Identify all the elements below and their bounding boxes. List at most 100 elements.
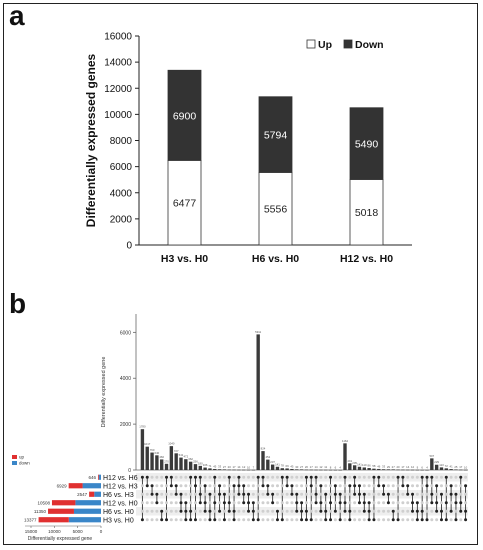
intersection-bar-47 [367, 468, 371, 470]
matrix-dot-59-3 [425, 501, 429, 505]
intersection-bar-label-4: 460 [159, 455, 164, 459]
intersection-bar-label-10: 362 [188, 457, 193, 461]
matrix-dot-41-1 [338, 484, 342, 488]
intersection-bar-25 [261, 451, 265, 470]
intersection-bar-13 [203, 467, 207, 470]
matrix-dot-11-2 [193, 492, 197, 496]
set-size-axis-title: Differentially expressed gene [28, 536, 93, 542]
intersection-bar-label-16: 33 [218, 465, 222, 469]
matrix-dot-61-3 [435, 501, 439, 505]
intersection-bar-label-66: 17 [459, 465, 463, 469]
intersection-bar-65 [454, 469, 458, 471]
matrix-dot-21-1 [242, 484, 246, 488]
matrix-dot-55-4 [406, 509, 410, 513]
matrix-dot-51-2 [386, 492, 390, 496]
matrix-dot-42-4 [343, 509, 347, 513]
matrix-dot-47-2 [367, 492, 371, 496]
matrix-dot-52-5 [391, 518, 395, 522]
intersection-y-tick-label-0: 0 [128, 468, 131, 474]
matrix-dot-3-2 [155, 492, 159, 496]
matrix-dot-47-3 [367, 501, 371, 505]
matrix-dot-49-0 [377, 475, 381, 479]
intersection-bar-label-52: 27 [392, 465, 396, 469]
y-tick-label-4: 8000 [110, 136, 133, 147]
matrix-dot-61-0 [435, 475, 439, 479]
intersection-bar-50 [381, 469, 386, 470]
matrix-dot-45-3 [357, 501, 361, 505]
matrix-dot-6-1 [169, 484, 173, 488]
legend-swatch-up [306, 39, 316, 49]
matrix-dot-28-5 [275, 518, 279, 522]
intersection-bar-label-46: 110 [362, 463, 367, 467]
set-size-bar-up-2 [89, 491, 95, 497]
intersection-bar-36 [314, 469, 318, 471]
matrix-dot-55-3 [406, 501, 410, 505]
matrix-dot-15-0 [213, 475, 217, 479]
set-size-bar-down-1 [82, 483, 101, 489]
matrix-dot-35-0 [309, 475, 313, 479]
intersection-bar-label-0: 1780 [139, 425, 146, 429]
matrix-dot-36-3 [314, 501, 318, 505]
intersection-bar-label-44: 205 [352, 461, 357, 465]
matrix-dot-39-3 [329, 501, 333, 505]
matrix-dot-8-5 [179, 518, 183, 522]
matrix-dot-27-5 [271, 518, 275, 522]
intersection-bar-24 [256, 334, 260, 470]
matrix-dot-45-5 [357, 518, 361, 522]
matrix-dot-38-2 [324, 492, 328, 496]
matrix-dot-13-0 [203, 475, 207, 479]
matrix-dot-15-1 [213, 484, 217, 488]
matrix-dot-22-1 [247, 484, 251, 488]
matrix-dot-24-3 [256, 501, 260, 505]
matrix-dot-16-0 [218, 475, 222, 479]
matrix-dot-22-3 [247, 501, 251, 505]
matrix-dot-35-2 [309, 492, 313, 496]
matrix-dot-25-0 [261, 475, 265, 479]
matrix-dot-28-3 [275, 501, 279, 505]
legend-swatch-down [12, 461, 17, 465]
matrix-dot-6-3 [169, 501, 173, 505]
matrix-dot-30-4 [285, 509, 289, 513]
matrix-dot-44-1 [353, 484, 357, 488]
legend-label-up: Up [318, 39, 332, 51]
intersection-bar-label-7: 727 [174, 449, 179, 453]
intersection-bar-label-34: 20 [305, 465, 309, 469]
matrix-dot-66-3 [459, 501, 463, 505]
matrix-dot-30-2 [285, 492, 289, 496]
set-size-bar-up-4 [48, 508, 74, 514]
y-tick-label-8: 16000 [104, 32, 132, 43]
matrix-dot-17-3 [222, 501, 226, 505]
matrix-dot-48-2 [372, 492, 376, 496]
matrix-dot-23-0 [251, 475, 255, 479]
set-name-4: H6 vs. H0 [103, 509, 134, 516]
intersection-bar-60 [430, 458, 434, 470]
intersection-bar-label-39: 8 [330, 465, 332, 469]
matrix-dot-17-0 [222, 475, 226, 479]
matrix-dot-33-4 [300, 509, 304, 513]
matrix-dot-32-3 [295, 501, 299, 505]
matrix-dot-18-1 [227, 484, 231, 488]
intersection-bar-32 [295, 469, 299, 470]
intersection-bar-label-58: 6 [421, 465, 423, 469]
set-name-5: H3 vs. H0 [103, 517, 134, 524]
data-label-down-0: 6900 [173, 110, 197, 122]
matrix-dot-56-5 [411, 518, 415, 522]
y-tick-label-2: 4000 [110, 188, 133, 199]
set-name-0: H12 vs. H6 [103, 475, 138, 482]
matrix-dot-46-3 [362, 501, 366, 505]
matrix-dot-52-1 [391, 484, 395, 488]
intersection-bar-label-38: 11 [324, 465, 327, 469]
matrix-dot-19-2 [232, 492, 236, 496]
matrix-dot-58-2 [420, 492, 424, 496]
matrix-dot-29-0 [280, 475, 284, 479]
matrix-dot-42-3 [343, 501, 347, 505]
intersection-bar-64 [449, 469, 453, 470]
matrix-dot-32-2 [295, 492, 299, 496]
matrix-dot-17-4 [222, 509, 226, 513]
bar-down-2 [349, 107, 384, 180]
matrix-dot-7-1 [174, 484, 178, 488]
intersection-bar-label-37: 12 [319, 465, 323, 469]
intersection-bar-44 [352, 465, 357, 470]
matrix-dot-45-2 [357, 492, 361, 496]
matrix-dot-35-1 [309, 484, 313, 488]
